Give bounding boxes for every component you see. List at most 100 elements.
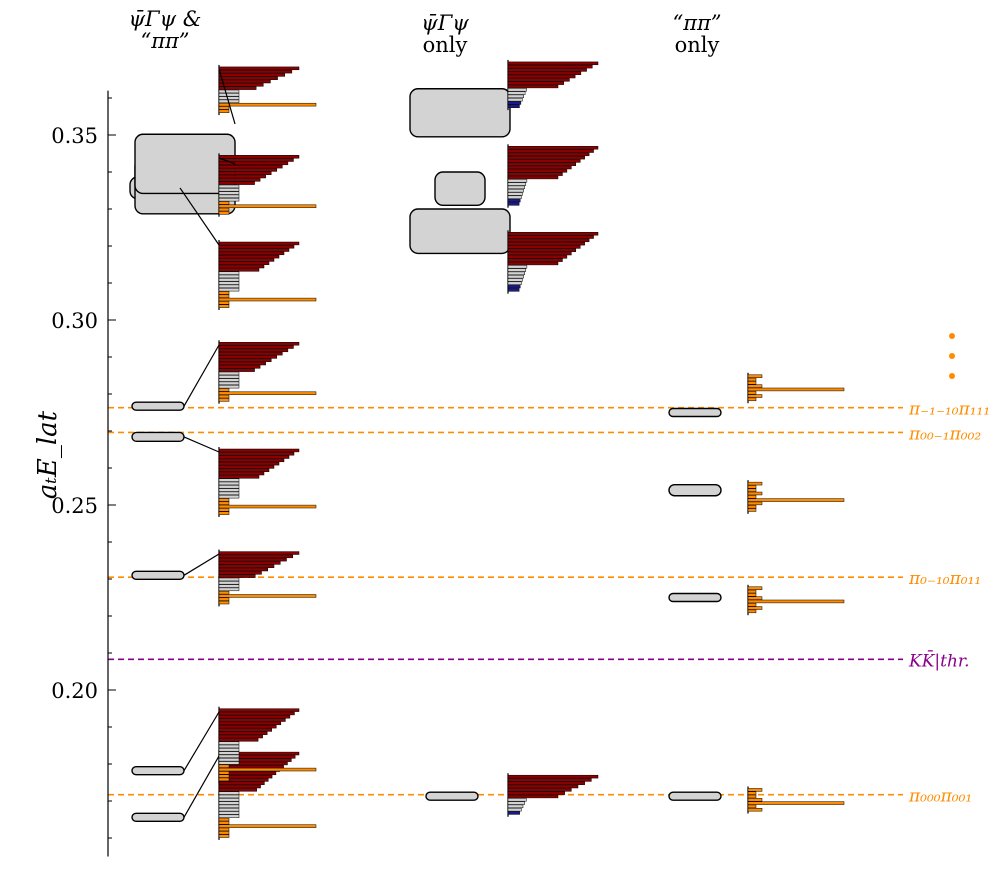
hist-connector <box>179 187 220 246</box>
hist-qq-bar <box>507 241 585 246</box>
threshold-label: π₀₋₁₀π₀₁₁ <box>908 569 981 589</box>
hist-both-bar <box>218 561 281 565</box>
hist-both-bar <box>218 574 256 578</box>
hist-both-bar <box>218 774 230 778</box>
hist-pipi-bar <box>747 801 845 805</box>
level-qq <box>425 791 479 801</box>
hist-both-bar <box>218 201 230 205</box>
hist-both-bar <box>218 258 275 262</box>
hist-pipi-bar <box>747 394 763 398</box>
hist-both-bar <box>218 109 230 113</box>
hist-both-bar <box>218 721 282 726</box>
hist-both-bar <box>218 587 240 592</box>
hist-both-bar <box>218 83 264 87</box>
hist-both-bar <box>218 191 240 195</box>
hist-both-bar <box>218 204 317 208</box>
hist-pipi-bar <box>747 505 757 509</box>
hist-both-bar <box>218 301 230 305</box>
level-pipi <box>668 791 722 801</box>
hist-both-bar <box>218 197 240 202</box>
hist-qq-bar <box>507 175 559 180</box>
hist-both-bar <box>218 481 240 486</box>
hist-both-bar <box>218 551 300 555</box>
hist-both-bar <box>218 342 300 346</box>
ellipsis-dots <box>949 333 955 379</box>
hist-both-bar <box>218 297 317 302</box>
hist-qq-bar <box>507 801 525 805</box>
hist-qq-bar <box>507 195 522 199</box>
hist-both-bar <box>218 391 317 395</box>
hist-qq-bar <box>507 162 577 166</box>
hist-qq-bar <box>507 74 576 79</box>
hist-both-bar <box>218 158 294 162</box>
hist-both-bar <box>218 76 278 80</box>
threshold-label: π₋₁₋₁₀π₁₁₁ <box>908 400 990 420</box>
threshold-label: π₀₀₀π₀₀₁ <box>908 787 972 807</box>
hist-pipi-bar <box>747 609 757 614</box>
hist-qq-bar <box>507 791 565 795</box>
hist-both-bar <box>218 827 230 832</box>
hist-both-bar <box>218 824 317 828</box>
hist-qq-bar <box>507 146 599 150</box>
hist-qq-bar <box>507 778 592 782</box>
hist-qq-bar <box>507 71 582 75</box>
hist-qq-bar <box>507 61 599 66</box>
hist-qq-bar <box>507 781 585 785</box>
hist-both-bar <box>218 211 230 215</box>
hist-both-bar <box>218 287 240 292</box>
hist-both-bar <box>218 278 240 282</box>
hist-qq-bar <box>507 149 594 153</box>
hist-qq-bar <box>507 165 572 170</box>
hist-both-bar <box>218 748 240 752</box>
hist-qq-bar <box>507 794 559 799</box>
hist-qq-bar <box>507 232 599 236</box>
hist-pipi-bar <box>747 791 757 795</box>
hist-both-bar <box>218 194 240 199</box>
hist-both-bar <box>218 155 300 159</box>
hist-qq-bar <box>507 68 587 72</box>
hist-pipi-bar <box>747 495 757 499</box>
hist-pipi-bar <box>747 374 763 378</box>
hist-qq-bar <box>507 84 559 89</box>
hist-both-bar <box>218 807 240 812</box>
hist-both-bar <box>218 448 300 453</box>
hist-pipi-bar <box>747 596 763 600</box>
hist-both-bar <box>218 577 240 582</box>
hist-both-bar <box>218 581 240 585</box>
hist-both-bar <box>218 590 230 595</box>
hist-qq-bar <box>507 238 590 243</box>
hist-pipi-bar <box>747 589 757 594</box>
hist-qq-bar <box>507 104 520 108</box>
hist-both-bar <box>218 388 230 392</box>
hist-both-bar <box>218 794 240 799</box>
ellipsis-dot <box>949 373 955 379</box>
hist-both-bar <box>218 171 272 175</box>
hist-both-bar <box>218 93 240 97</box>
hist-qq-bar <box>507 172 563 176</box>
hist-both-bar <box>218 178 261 182</box>
y-tick-label: 0.35 <box>51 124 98 148</box>
col2-line2: only <box>422 33 468 57</box>
hist-pipi-bar <box>747 586 763 590</box>
hist-both-bar <box>218 817 230 822</box>
hist-pipi-bar <box>747 508 757 512</box>
ellipsis-dot <box>949 333 955 339</box>
hist-both-bar <box>218 475 260 479</box>
hist-qq-bar <box>507 94 524 99</box>
hist-qq-bar <box>507 268 527 272</box>
hist-both-bar <box>218 254 280 259</box>
threshold-label: KK̄|thr. <box>908 649 970 671</box>
hist-both-bar <box>218 728 272 732</box>
hist-both-bar <box>218 89 240 94</box>
hist-both-bar <box>218 501 230 505</box>
hist-both-bar <box>218 188 240 192</box>
hist-qq-bar <box>507 255 568 259</box>
hist-both-bar <box>218 554 293 559</box>
hist-both-bar <box>218 281 240 285</box>
y-axis-label: aₜE_lat <box>33 410 64 500</box>
level-both <box>131 812 185 822</box>
hist-both-bar <box>218 345 294 349</box>
hist-both-bar <box>218 384 240 389</box>
hist-both-bar <box>218 754 240 759</box>
hist-both-bar <box>218 458 285 463</box>
